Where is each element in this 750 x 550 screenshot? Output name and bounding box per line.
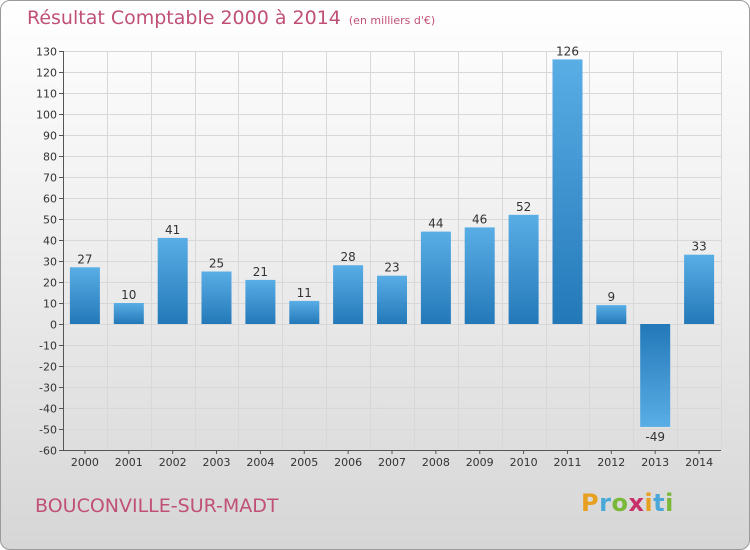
bar [420, 231, 451, 324]
bar [113, 303, 144, 324]
bar [333, 265, 364, 324]
bar [596, 305, 627, 324]
chart-title: Résultat Comptable 2000 à 2014 (en millie… [27, 7, 435, 29]
bar [552, 59, 583, 325]
y-tick-label: 90 [43, 130, 57, 143]
logo-letter: i [665, 489, 674, 517]
x-tick-label: 2007 [378, 456, 406, 469]
y-tick-label: -10 [39, 340, 57, 353]
data-label: 33 [691, 240, 706, 254]
x-tick-label: 2011 [554, 456, 582, 469]
logo-letter: x [628, 489, 645, 517]
bar [508, 214, 539, 324]
logo-letter: P [581, 489, 600, 517]
data-label: 21 [253, 265, 268, 279]
y-tick-label: -50 [39, 424, 57, 437]
data-label: 28 [340, 250, 355, 264]
x-tick-label: 2000 [71, 456, 99, 469]
bar [289, 300, 320, 324]
bar [640, 324, 671, 427]
commune-name: BOUCONVILLE-SUR-MADT [35, 495, 279, 517]
logo-letter: t [653, 489, 666, 517]
data-label: 46 [472, 212, 487, 226]
chart-title-unit: (en milliers d'€) [348, 14, 436, 27]
y-tick-label: -30 [39, 382, 57, 395]
y-tick-label: -60 [39, 445, 57, 458]
data-label: 41 [165, 223, 180, 237]
bars [69, 59, 715, 427]
logo-letter: i [644, 489, 654, 517]
logo-letter: o [611, 489, 629, 517]
y-tick-label: 130 [36, 46, 57, 59]
proxiti-logo: Proxiti [581, 489, 674, 517]
y-tick-label: 0 [50, 319, 57, 332]
y-tick-label: 70 [43, 172, 57, 185]
x-tick-label: 2001 [115, 456, 143, 469]
y-tick-label: 50 [43, 214, 57, 227]
y-tick-label: 40 [43, 235, 57, 248]
y-tick-label: 60 [43, 193, 57, 206]
y-tick-label: 120 [36, 67, 57, 80]
bar [157, 237, 188, 324]
y-tick-label: 80 [43, 151, 57, 164]
y-tick-label: 30 [43, 256, 57, 269]
x-tick-label: 2014 [685, 456, 713, 469]
y-tick-label: -40 [39, 403, 57, 416]
y-tick-label: 110 [36, 88, 57, 101]
bar [69, 267, 100, 324]
x-tick-label: 2002 [159, 456, 187, 469]
y-tick-label: 20 [43, 277, 57, 290]
chart-title-main: Résultat Comptable 2000 à 2014 [27, 7, 341, 29]
data-label: 11 [297, 286, 312, 300]
x-tick-label: 2003 [203, 456, 231, 469]
data-label: 44 [428, 217, 443, 231]
axes: 1301201101009080706050403020100-10-20-30… [36, 46, 721, 469]
bar [245, 279, 276, 324]
x-tick-label: 2010 [510, 456, 538, 469]
data-label: -49 [645, 430, 665, 444]
data-label: 9 [607, 290, 615, 304]
x-tick-label: 2008 [422, 456, 450, 469]
y-tick-label: 100 [36, 109, 57, 122]
x-tick-label: 2013 [641, 456, 669, 469]
bar [684, 254, 715, 324]
data-labels: 27 10 41 25 21 11 28 23 44 46 52 126 9 -49 33 [77, 44, 706, 444]
y-tick-label: -20 [39, 361, 57, 374]
data-label: 126 [556, 44, 579, 58]
bar [201, 271, 232, 324]
data-label: 25 [209, 257, 224, 271]
data-label: 27 [77, 252, 92, 266]
bar [377, 275, 407, 324]
x-tick-label: 2012 [597, 456, 625, 469]
data-label: 23 [384, 261, 399, 275]
bar [464, 227, 495, 324]
data-label: 52 [516, 200, 531, 214]
x-tick-label: 2006 [334, 456, 362, 469]
data-label: 10 [121, 288, 136, 302]
x-tick-label: 2005 [290, 456, 318, 469]
x-tick-label: 2009 [466, 456, 494, 469]
x-tick-label: 2004 [246, 456, 274, 469]
y-tick-label: 10 [43, 298, 57, 311]
logo-letter: r [599, 489, 612, 517]
